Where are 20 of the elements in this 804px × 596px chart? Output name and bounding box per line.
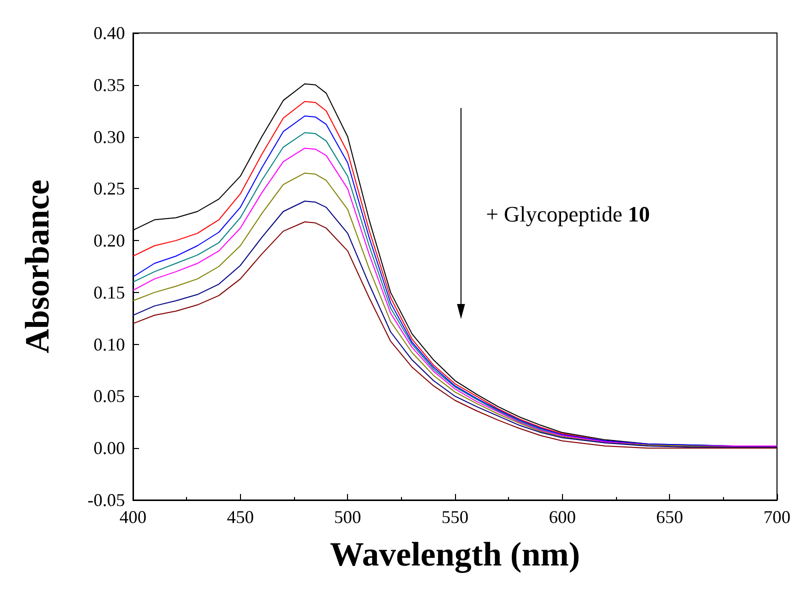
y-tick-label: 0.20 xyxy=(94,230,125,251)
y-tick-label: 0.35 xyxy=(94,74,125,95)
x-tick-label: 550 xyxy=(442,507,468,527)
y-tick-label: 0.00 xyxy=(94,438,125,458)
x-tick-label: 700 xyxy=(764,507,790,527)
y-tick-label: 0.30 xyxy=(94,126,125,147)
annotation: + Glycopeptide 10 xyxy=(486,202,650,226)
y-tick-label: -0.05 xyxy=(88,490,125,510)
x-tick-label: 450 xyxy=(226,507,254,527)
y-tick-label: 0.25 xyxy=(94,178,125,199)
x-tick-label: 400 xyxy=(120,507,146,527)
x-tick-label: 650 xyxy=(656,507,684,527)
y-tick-label: 0.10 xyxy=(94,334,125,354)
y-tick-label: 0.40 xyxy=(94,23,125,43)
y-axis-title: Absorbance xyxy=(20,180,56,354)
x-tick-label: 500 xyxy=(334,507,362,527)
x-tick-label: 600 xyxy=(548,507,576,527)
x-axis-title: Wavelength (nm) xyxy=(330,536,580,574)
y-tick-label: 0.15 xyxy=(94,282,125,302)
y-tick-label: 0.05 xyxy=(94,386,125,406)
